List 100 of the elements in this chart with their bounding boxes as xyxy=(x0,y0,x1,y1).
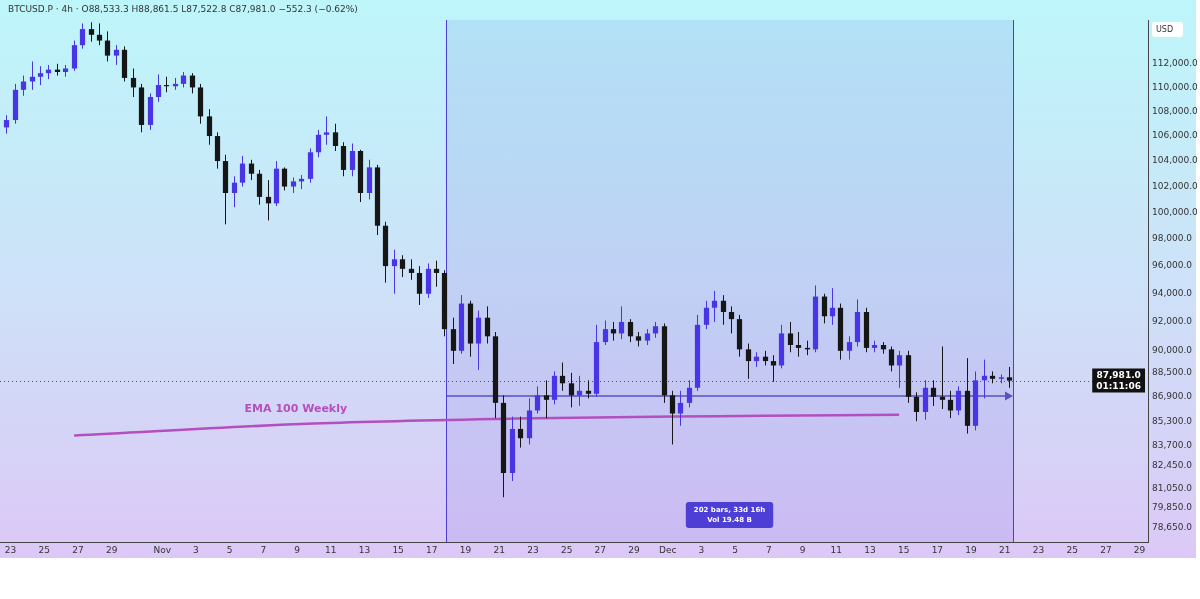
candlestick xyxy=(155,73,162,103)
x-tick-label: 27 xyxy=(594,544,607,555)
candlestick xyxy=(239,155,246,188)
candlestick xyxy=(913,391,920,422)
y-tick-label: 92,000.0 xyxy=(1152,316,1193,327)
candlestick xyxy=(37,65,44,86)
candlestick xyxy=(20,75,27,97)
x-tick-label: Dec xyxy=(659,544,677,555)
x-tick-label: 25 xyxy=(1066,544,1078,555)
candlestick xyxy=(79,22,86,50)
candlestick xyxy=(795,331,802,358)
series-label: EMA 100 Weekly xyxy=(244,402,348,416)
candlestick xyxy=(559,362,566,392)
y-tick-label: 85,300.0 xyxy=(1152,415,1193,426)
y-tick-label: 83,700.0 xyxy=(1152,440,1193,451)
candlestick xyxy=(206,108,213,146)
x-tick-label: 21 xyxy=(493,544,505,555)
y-tick-label: 108,000.0 xyxy=(1152,105,1199,116)
candlestick xyxy=(677,390,684,427)
candlestick xyxy=(113,44,120,66)
x-tick-label: 19 xyxy=(965,544,978,555)
candlestick xyxy=(104,30,111,62)
candlestick xyxy=(669,390,676,445)
x-tick-label: 27 xyxy=(1100,544,1112,555)
candlestick xyxy=(686,379,693,408)
candlestick xyxy=(450,317,457,365)
x-tick-label: 9 xyxy=(294,544,301,555)
x-tick-label: 29 xyxy=(1133,544,1146,555)
candlestick xyxy=(543,379,550,419)
x-tick-label: 15 xyxy=(897,544,910,555)
x-tick-label: 13 xyxy=(358,544,371,555)
candlestick xyxy=(829,287,836,326)
x-tick-label: 23 xyxy=(4,544,17,555)
candlestick xyxy=(703,300,710,330)
x-tick-label: 5 xyxy=(732,544,739,555)
x-tick-label: 7 xyxy=(260,544,267,555)
y-tick-label: 100,000.0 xyxy=(1152,206,1199,217)
candlestick xyxy=(281,166,288,191)
x-tick-label: 27 xyxy=(72,544,84,555)
candlestick xyxy=(231,175,238,208)
y-tick-label: 98,000.0 xyxy=(1152,233,1193,244)
candlestick xyxy=(323,115,330,146)
x-tick-label: 11 xyxy=(830,544,842,555)
candlestick xyxy=(130,67,137,98)
candlestick xyxy=(846,335,853,361)
candlestick xyxy=(618,305,625,340)
candlestick xyxy=(408,258,415,281)
x-tick-label: 25 xyxy=(38,544,50,555)
y-tick-label: 86,900.0 xyxy=(1152,391,1193,402)
y-tick-label: 79,850.0 xyxy=(1152,502,1193,513)
candlestick xyxy=(711,290,718,323)
y-tick-label: 81,050.0 xyxy=(1152,482,1193,493)
x-tick-label: 5 xyxy=(226,544,233,555)
candlestick xyxy=(416,265,423,306)
candlestick xyxy=(349,143,356,177)
candlestick xyxy=(585,379,592,399)
y-tick-label: 96,000.0 xyxy=(1152,260,1193,271)
candlestick xyxy=(256,169,263,206)
candlestick xyxy=(391,249,398,295)
x-tick-label: 23 xyxy=(527,544,539,555)
chart-title: BTCUSD.P · 4h · O88,533.3 H88,861.5 L87,522.8 C87,981.0 −552.3 (−0.62%) xyxy=(8,4,358,15)
candlestick xyxy=(568,372,575,408)
candlestick xyxy=(534,385,541,415)
candlestick xyxy=(96,22,103,46)
y-tick-label: 88,500.0 xyxy=(1152,367,1193,378)
candlestick xyxy=(939,345,946,410)
candlestick xyxy=(315,129,322,158)
candlestick xyxy=(728,305,735,334)
y-tick-label: 78,650.0 xyxy=(1152,522,1193,533)
candlestick xyxy=(551,370,558,405)
candlestick xyxy=(602,320,609,346)
y-tick-label: 82,450.0 xyxy=(1152,460,1193,471)
x-tick-label: 7 xyxy=(765,544,772,555)
y-tick-label: 104,000.0 xyxy=(1152,155,1199,166)
candlestick xyxy=(340,141,347,177)
y-tick-label: 112,000.0 xyxy=(1152,58,1199,69)
x-tick-label: 9 xyxy=(799,544,806,555)
x-tick-label: 17 xyxy=(931,544,944,555)
candlestick xyxy=(888,345,895,372)
candlestick xyxy=(433,260,440,288)
candlestick xyxy=(1006,366,1013,389)
candlestick xyxy=(930,379,937,407)
y-tick-label: 110,000.0 xyxy=(1152,81,1199,92)
candlestick xyxy=(332,123,339,152)
x-tick-label: 13 xyxy=(864,544,876,555)
y-axis-title: USD xyxy=(1152,22,1184,37)
x-tick-label: 29 xyxy=(105,544,118,555)
candlestick xyxy=(399,254,406,278)
y-tick-label: 94,000.0 xyxy=(1152,288,1193,299)
candlestick xyxy=(720,294,727,326)
candlestick xyxy=(484,305,491,345)
candlestick xyxy=(787,321,794,353)
y-tick-label: 90,000.0 xyxy=(1152,345,1193,356)
x-tick-label: 3 xyxy=(698,544,705,555)
candlestick xyxy=(745,343,752,380)
ref-line-label: 87,981.0 01:11:06 xyxy=(1096,369,1141,391)
candlestick xyxy=(821,293,828,324)
x-tick-label: 19 xyxy=(459,544,472,555)
candlestick xyxy=(248,159,255,181)
candlestick xyxy=(627,318,634,343)
